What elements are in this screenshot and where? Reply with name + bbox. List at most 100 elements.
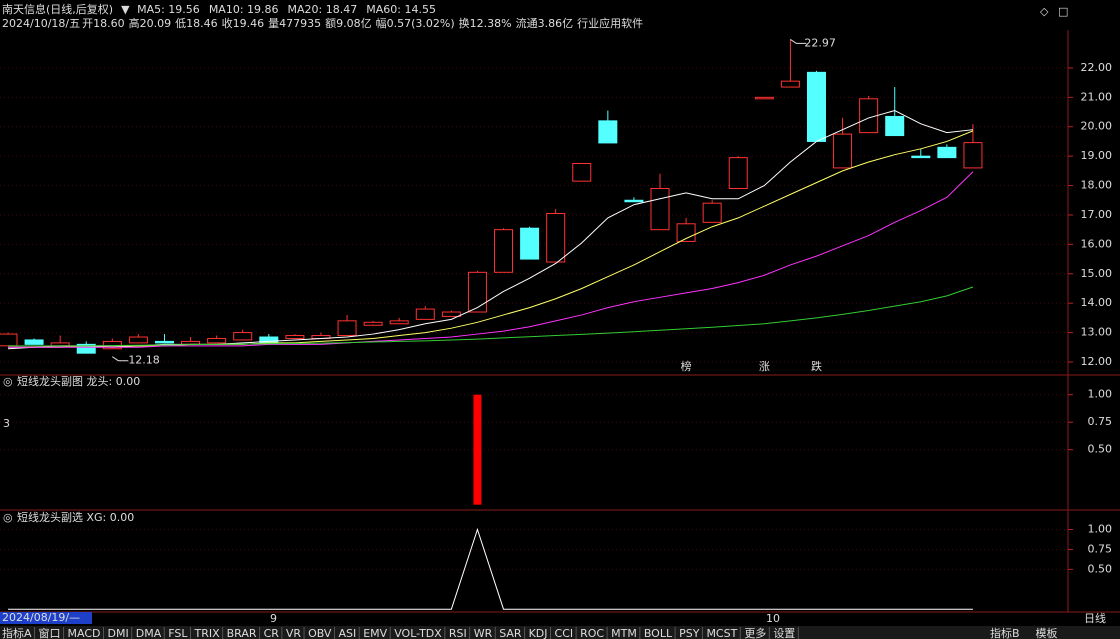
month-label: 9 [270, 612, 277, 625]
quote-info: 低18.46 [175, 17, 218, 30]
indicator-tab[interactable]: 窗口 [39, 626, 61, 639]
indicator-tab[interactable]: EMV [363, 627, 387, 639]
candle-body [911, 155, 931, 159]
panel-icon: ◎ [3, 375, 13, 388]
plots: 12.00 13.00 14.00 15.00 16.00 17.00 18.00 19.00… [0, 36, 1113, 610]
chart-title: 南天信息(日线,后复权) [2, 2, 113, 16]
candle-body [363, 321, 383, 326]
event-marker: 跌 [811, 359, 822, 373]
candle-body [76, 343, 96, 354]
candle-body [154, 340, 174, 344]
quote-info: 收19.46 [222, 16, 265, 30]
quote-info: 额9.08亿 [325, 17, 372, 30]
y-tick-label: 15.00 [1081, 267, 1113, 280]
toolbar-tabs: 指标A 窗口 MACD DMI DMA FSL TRIX BRAR CR VR OBV ASI EMV V… [2, 626, 1058, 639]
indicator-tab[interactable]: CCI [555, 627, 574, 639]
candle-body [780, 80, 800, 88]
indicator-tab[interactable]: KDJ [529, 627, 548, 639]
period-label: 日线 [1084, 611, 1106, 625]
panel-title: 短线龙头副图 龙头: 0.00 [17, 374, 140, 388]
panel-title: 短线龙头副选 XG: 0.00 [17, 510, 134, 524]
indicator-tab[interactable]: PSY [679, 627, 700, 639]
indicator-tab[interactable]: ROC [580, 627, 604, 639]
y-tick-label: 1.00 [1088, 388, 1113, 401]
month-label: 10 [766, 612, 780, 625]
quote-info: 行业应用软件 [577, 16, 643, 30]
panel-icon: ◎ [3, 511, 13, 524]
indicator-tab[interactable]: FSL [168, 627, 188, 639]
indicator-tab[interactable]: 更多 [744, 626, 766, 639]
candle-body [754, 96, 774, 100]
candle-body [598, 120, 618, 144]
candle-body [624, 199, 644, 203]
bar [473, 394, 482, 505]
indicator-tab[interactable]: VR [286, 627, 302, 639]
y-tick-label: 0.50 [1088, 562, 1113, 575]
quote-info: 量477935 [268, 17, 321, 30]
y-tick-label: 13.00 [1081, 326, 1113, 339]
y-tick-label: 17.00 [1081, 208, 1113, 221]
y-tick-label: 0.75 [1088, 415, 1113, 428]
indicator-tab[interactable]: WR [474, 627, 493, 639]
current-date: 2024/08/19/— [2, 611, 80, 624]
candle-body [728, 157, 748, 190]
candle-body [676, 223, 696, 242]
indicator-tab[interactable]: RSI [449, 627, 467, 639]
indicator-tab[interactable]: 模板 [1036, 626, 1058, 639]
y-tick-label: 1.00 [1088, 523, 1113, 536]
date-highlight [0, 612, 92, 624]
ma-value: MA20: 18.47 [288, 3, 358, 16]
y-tick-label: 0.75 [1088, 542, 1113, 555]
ma-value: MA10: 19.86 [209, 3, 279, 16]
indicator-tab[interactable]: SAR [499, 627, 522, 639]
candle-body [207, 337, 227, 344]
candle-body [233, 332, 253, 341]
indicator-tab[interactable]: 指标A [2, 626, 32, 639]
candle-body [885, 115, 905, 137]
indicator-tab[interactable]: CR [264, 627, 280, 639]
indicator-tab[interactable]: 指标B [990, 626, 1020, 639]
candle-body [494, 229, 514, 273]
min-pointer [112, 356, 129, 362]
ma-line [8, 286, 974, 347]
indicator-tab[interactable]: TRIX [193, 627, 220, 639]
min-label: 12.18 [128, 354, 160, 367]
window-icon[interactable]: ◇ [1040, 5, 1049, 18]
candle-body [806, 71, 826, 142]
candle-body [285, 335, 305, 339]
quote-info: 高20.09 [129, 16, 172, 30]
ma-value: MA60: 14.55 [366, 3, 436, 16]
indicator-tab[interactable]: BOLL [644, 627, 673, 639]
indicator-tab[interactable]: DMI [108, 627, 129, 639]
ma-line [7, 110, 974, 350]
candle-body [937, 146, 957, 159]
quote-info: 2024/10/18/五 [2, 17, 80, 30]
indicator-tab[interactable]: MTM [611, 627, 637, 639]
quote-info: 幅0.57(3.02%) [376, 17, 455, 30]
indicator-tab[interactable]: OBV [308, 627, 332, 639]
y-tick-label: 22.00 [1081, 61, 1113, 74]
candle-body [546, 212, 566, 263]
y-tick-label: 19.00 [1081, 149, 1113, 162]
candle-body [337, 320, 357, 337]
max-label: 22.97 [804, 36, 836, 49]
quote-info: 换12.38% [459, 16, 512, 30]
indicator-tab[interactable]: ASI [338, 627, 356, 639]
candle-body [520, 227, 540, 260]
window-icon[interactable]: □ [1058, 5, 1068, 18]
indicator-tab[interactable]: VOL-TDX [394, 627, 442, 639]
event-marker: 榜 [681, 359, 692, 373]
indicator-tab[interactable]: 设置 [773, 627, 795, 639]
candle-body [24, 339, 44, 345]
header: 南天信息(日线,后复权) ▼ MA5: 19.56 MA10: 19.86 MA20: … [2, 2, 643, 30]
y-tick-label: 20.00 [1081, 120, 1113, 133]
event-marker: 涨 [759, 360, 770, 373]
indicator-tab[interactable]: BRAR [227, 627, 257, 639]
y-tick-label: 16.00 [1081, 237, 1113, 250]
menu-icon: ▼ [121, 3, 130, 16]
indicator-tab[interactable]: MCST [706, 627, 737, 639]
y-tick-label: 12.00 [1081, 355, 1113, 368]
indicator-tab[interactable]: MACD [68, 627, 101, 639]
indicator-tab[interactable]: DMA [136, 627, 162, 639]
candle-body [389, 320, 409, 325]
